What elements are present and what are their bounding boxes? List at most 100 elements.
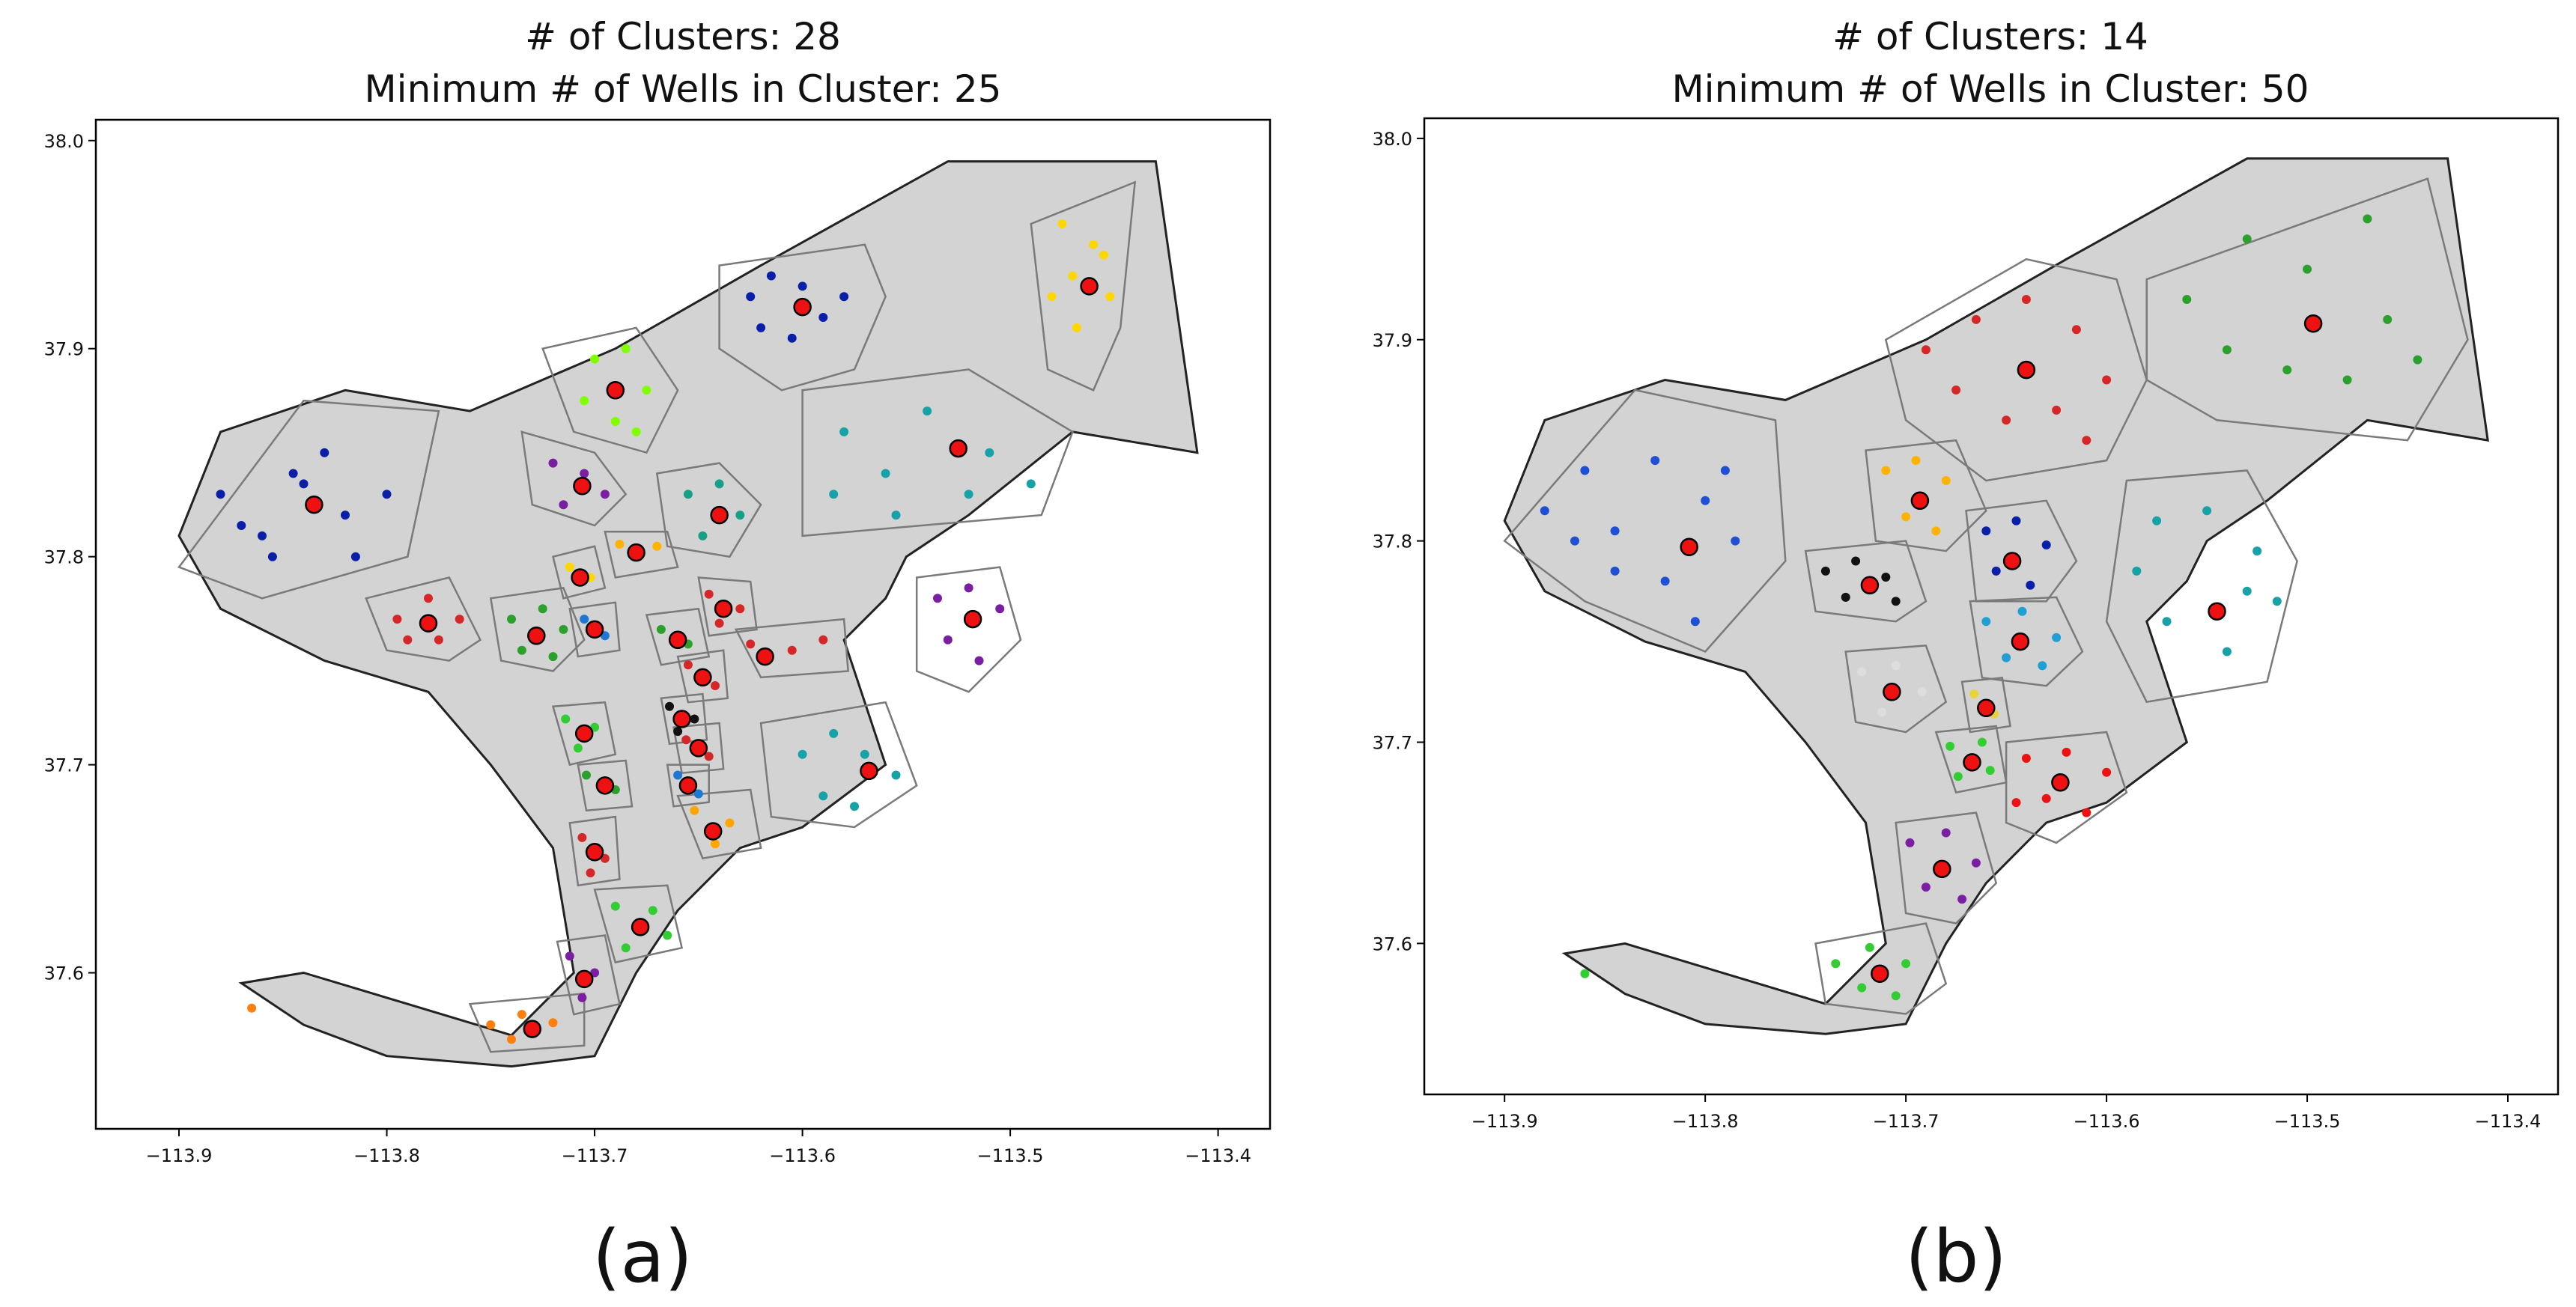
panel-b-cluster-13-well-2 — [1941, 828, 1951, 838]
panel-a-cluster-15-centroid — [756, 647, 774, 666]
panel-a-cluster-1-well-10 — [299, 479, 309, 489]
panel-b-cluster-1-well-9 — [1690, 617, 1700, 627]
panel-b-cluster-14-well-4 — [1857, 983, 1867, 993]
panel-a-cluster-18-well-3 — [673, 727, 683, 737]
panel-b-cluster-1-well-11 — [1720, 466, 1730, 475]
panel-b-cluster-8-hull — [1969, 596, 2084, 687]
panel-a-cluster-26-hull — [593, 884, 684, 964]
panel-a-y-tick-label-5: 38.0 — [44, 131, 84, 152]
panel-b-cluster-6-well-5 — [2026, 580, 2035, 590]
panel-b-cluster-14-well-3 — [1901, 959, 1911, 969]
panel-a-cluster-8-hull — [551, 545, 607, 600]
panel-b-cluster-2-well-9 — [2082, 436, 2092, 445]
panel-a-cluster-17-hull — [915, 566, 1022, 693]
panel-a-cluster-3-well-6 — [1105, 292, 1115, 302]
panel-a-cluster-4-well-3 — [642, 386, 651, 395]
panel-b-cluster-3-well-2 — [2242, 234, 2252, 244]
panel-a-cluster-25-well-3 — [586, 868, 595, 878]
panel-a-cluster-18-hull — [660, 692, 708, 746]
panel-a-cluster-6-well-3 — [600, 490, 610, 499]
panel-b-x-tick-label-3: −113.7 — [1873, 1111, 1939, 1132]
panel-a-cluster-19-well-1 — [561, 714, 571, 724]
panel-a-cluster-21-well-2 — [829, 728, 839, 738]
panel-a-cluster-3-well-7 — [1047, 292, 1057, 302]
panel-b-cluster-12-well-1 — [2021, 754, 2031, 763]
panel-b-cluster-12-well-2 — [2062, 747, 2071, 757]
panel-a-caption: (a) — [592, 1215, 693, 1299]
panel-b-cluster-14-centroid — [1871, 964, 1889, 983]
panel-b-cluster-1-centroid — [1680, 537, 1698, 556]
panel-a-cluster-1-well-9 — [237, 521, 246, 530]
panel-b-cluster-1-well-4 — [1650, 456, 1660, 466]
panel-b-cluster-8-well-4 — [2002, 653, 2011, 662]
panel-a-cluster-13-hull — [645, 607, 711, 666]
panel-a-cluster-7-well-1 — [683, 490, 693, 499]
panel-a-cluster-14-well-2 — [735, 604, 745, 614]
panel-a-cluster-1-well-3 — [288, 469, 298, 478]
panel-a-cluster-1-well-7 — [320, 448, 329, 457]
panel-b-cluster-2-hull — [1884, 258, 2148, 482]
panel-a-x-tick-label-3: −113.7 — [562, 1145, 628, 1166]
panel-b-cluster-11-centroid — [1963, 753, 1981, 772]
panel-b-cluster-6-hull — [1965, 499, 2078, 603]
panel-a-cluster-22-centroid — [595, 776, 615, 795]
panel-b-cluster-1-well-10 — [1570, 536, 1579, 546]
panel-b-cluster-5-well-4 — [1841, 592, 1850, 602]
panel-a-cluster-12-well-1 — [580, 615, 589, 624]
panel-b-cluster-1-well-8 — [1610, 566, 1620, 576]
panel-b-cluster-9-hull — [1844, 645, 1948, 734]
panel-b-cluster-1-well-6 — [1731, 536, 1740, 546]
panel-b-cluster-1-well-7 — [1660, 576, 1670, 586]
panel-a-x-tick-label-4: −113.6 — [769, 1145, 836, 1166]
panel-b-cluster-8-centroid — [2011, 632, 2030, 651]
panel-b-cluster-8-well-2 — [2017, 606, 2027, 616]
panel-a-cluster-22-hull — [577, 759, 634, 812]
panel-b-cluster-14-well-1 — [1831, 959, 1841, 969]
panel-b-cluster-11-well-3 — [1985, 766, 1995, 776]
panel-a-cluster-1-hull — [177, 399, 440, 600]
panel-a-cluster-5-well-3 — [923, 406, 932, 416]
panel-b-cluster-1-hull — [1503, 389, 1787, 653]
panel-a-y-axis: 37.6 37.7 37.8 37.9 38.0 — [44, 131, 96, 984]
panel-a-cluster-27-well-3 — [577, 993, 587, 1002]
panel-a-cluster-10-well-2 — [424, 594, 433, 603]
panel-a-cluster-17-well-1 — [933, 594, 942, 603]
panel-b-cluster-5-well-2 — [1851, 556, 1861, 566]
panel-a-cluster-10-well-4 — [434, 635, 443, 645]
panel-b-plot-area — [1503, 157, 2489, 1035]
panel-a-cluster-27-hull — [556, 934, 621, 1016]
panel-b-chart: # of Clusters: 14 Minimum # of Wells in … — [1373, 15, 2560, 1132]
panel-a-cluster-4-centroid — [606, 381, 625, 400]
panel-b-cluster-4-well-2 — [1911, 456, 1921, 466]
panel-a-cluster-16-hull — [676, 649, 729, 704]
panel-a-cluster-7-centroid — [710, 505, 729, 525]
panel-b-cluster-12-well-4 — [2041, 793, 2051, 803]
panel-b-cluster-10-hull — [1960, 677, 2011, 734]
panel-b-caption: (b) — [1905, 1215, 2007, 1299]
panel-a-chart: # of Clusters: 28 Minimum # of Wells in … — [44, 15, 1272, 1166]
panel-a-cluster-9-well-2 — [652, 541, 662, 551]
panel-a-cluster-18-well-1 — [665, 701, 674, 711]
panel-a-cluster-1-well-8 — [350, 552, 360, 561]
panel-a-cluster-17-centroid — [963, 609, 982, 629]
panel-b-cluster-2-well-1 — [1921, 345, 1931, 355]
panel-a-cluster-28-centroid — [523, 1020, 542, 1038]
panel-a-cluster-18-centroid — [672, 710, 691, 728]
panel-a-cluster-21-well-6 — [850, 802, 859, 811]
panel-a-cluster-5-well-4 — [985, 448, 994, 457]
panel-b-cluster-3-centroid — [2303, 314, 2323, 333]
panel-a-cluster-20-hull — [672, 722, 725, 775]
panel-b-cluster-4-centroid — [1910, 491, 1930, 511]
panel-a-cluster-7-well-4 — [698, 531, 708, 540]
panel-a-cluster-2-centroid — [793, 297, 812, 317]
panel-a-cluster-5-well-1 — [839, 427, 849, 436]
panel-a-cluster-3-well-4 — [1099, 250, 1108, 260]
panel-a-cluster-1-well-2 — [258, 531, 267, 540]
panel-b-cluster-2-well-6 — [2052, 405, 2062, 415]
panel-a-cluster-3-well-3 — [1068, 271, 1078, 281]
panel-a-plot-area — [177, 160, 1199, 1068]
panel-b-y-tick-label-4: 37.9 — [1373, 330, 1412, 351]
panel-a-cluster-21-well-4 — [891, 770, 901, 780]
panel-a-cluster-12-centroid — [585, 620, 604, 639]
panel-a-cluster-6-well-2 — [580, 469, 589, 478]
